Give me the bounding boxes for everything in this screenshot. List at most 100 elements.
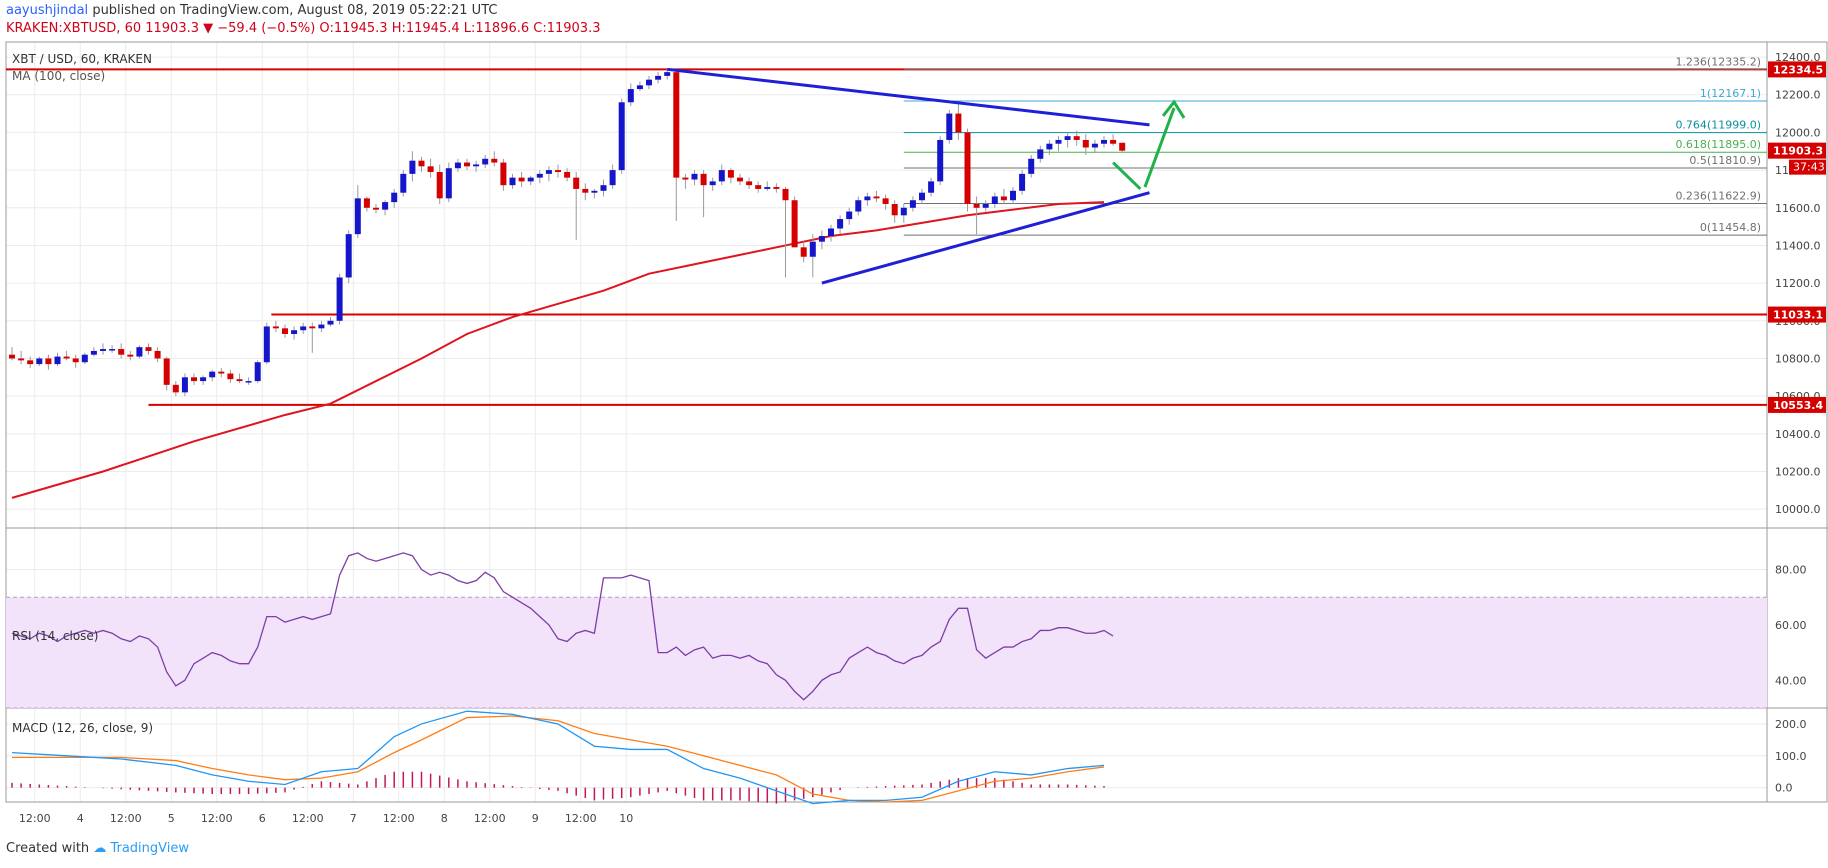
y-tick-label: 10200.0	[1775, 465, 1821, 478]
candle	[746, 181, 753, 186]
candle	[245, 381, 252, 383]
ma-indicator-label: MA (100, close)	[12, 69, 105, 83]
projection-arrow-head	[1161, 99, 1186, 119]
candle	[491, 158, 498, 163]
tradingview-brand[interactable]: TradingView	[110, 841, 189, 856]
candle	[727, 170, 734, 178]
candle	[254, 362, 261, 382]
level-price-label: 12334.5	[1773, 63, 1823, 76]
candle	[919, 192, 925, 201]
candle	[1019, 173, 1026, 191]
candle	[1119, 142, 1126, 151]
y-tick-label: 11200.0	[1775, 277, 1821, 290]
y-tick-label: 10400.0	[1775, 428, 1821, 441]
candle	[9, 354, 15, 359]
candle	[646, 79, 652, 86]
candle	[1010, 190, 1016, 201]
candle	[18, 358, 25, 361]
candle	[227, 373, 234, 380]
x-tick-label: 12:00	[201, 812, 233, 825]
candle	[655, 75, 662, 80]
candle	[145, 347, 152, 351]
fib-level-label: 0.764(11999.0)	[1675, 119, 1761, 132]
candle	[991, 196, 998, 204]
fib-level-label: 0(11454.8)	[1700, 221, 1761, 234]
level-price-label: 10553.4	[1773, 399, 1823, 412]
footer: Created with ☁ TradingView	[6, 841, 189, 856]
candle	[1028, 158, 1035, 174]
candle	[582, 188, 589, 193]
candle	[600, 185, 607, 191]
rsi-tick-label: 60.00	[1775, 619, 1807, 632]
rsi-tick-label: 40.00	[1775, 674, 1807, 687]
author-link[interactable]: aayushjindal	[6, 3, 89, 18]
candle	[409, 160, 416, 174]
price-axis: 10000.010200.010400.010600.010800.011000…	[1768, 51, 1826, 795]
candle	[354, 198, 361, 235]
candle	[36, 358, 43, 365]
candle	[336, 277, 343, 321]
candle	[1037, 149, 1044, 159]
candle	[209, 371, 216, 378]
candle	[300, 326, 307, 331]
candle	[846, 211, 853, 220]
fib-level-label: 0.236(11622.9)	[1675, 189, 1761, 202]
candle	[1046, 143, 1053, 150]
candle	[636, 85, 643, 90]
candle	[1055, 139, 1062, 144]
x-tick-label: 4	[77, 812, 84, 825]
projection-arrow-up	[1143, 107, 1176, 188]
macd-line	[11, 710, 1105, 805]
macd-tick-label: 0.0	[1775, 782, 1793, 795]
y-tick-label: 11400.0	[1775, 239, 1821, 252]
candle	[1101, 139, 1107, 144]
candle	[218, 371, 225, 374]
candle	[573, 177, 580, 189]
candle	[982, 204, 989, 208]
candle	[90, 350, 97, 355]
candle	[118, 349, 125, 355]
candle	[627, 89, 634, 103]
candle	[718, 170, 725, 182]
candle	[100, 349, 106, 351]
x-tick-label: 10	[619, 812, 633, 825]
x-tick-label: 12:00	[565, 812, 597, 825]
candle	[427, 166, 434, 172]
candle	[363, 198, 370, 208]
candle	[436, 171, 443, 199]
candle	[454, 162, 461, 169]
candle	[527, 177, 534, 182]
level-price-badge	[1768, 61, 1826, 78]
candle	[937, 139, 944, 182]
candle	[1073, 136, 1080, 140]
candle	[109, 349, 116, 351]
candle	[63, 356, 70, 359]
candle	[555, 170, 561, 172]
candle	[928, 181, 935, 193]
published-text: published on TradingView.com, August 08,…	[92, 3, 498, 18]
candle	[764, 187, 771, 189]
rsi-band	[6, 597, 1767, 708]
candle	[709, 181, 716, 186]
candle	[81, 354, 88, 363]
candle	[973, 204, 980, 208]
macd-tick-label: 100.0	[1775, 750, 1807, 763]
candle	[873, 196, 880, 199]
ma100-line	[11, 201, 1105, 499]
candle	[955, 113, 962, 133]
chart-header: aayushjindal published on TradingView.co…	[6, 2, 600, 38]
candle	[673, 72, 680, 178]
fib-level-label: 0.5(11810.9)	[1689, 154, 1761, 167]
fib-level-label: 1.236(12335.2)	[1675, 55, 1761, 68]
level-price-badge	[1768, 306, 1826, 323]
candle	[755, 185, 762, 189]
candle	[891, 204, 898, 216]
candle	[855, 200, 862, 212]
macd-title: MACD (12, 26, close, 9)	[12, 721, 153, 735]
candle	[54, 356, 61, 365]
candle	[318, 324, 325, 329]
ticker-line: KRAKEN:XBTUSD, 60 11903.3 ▼ −59.4 (−0.5%…	[6, 21, 601, 36]
candle	[682, 177, 689, 180]
x-tick-label: 7	[350, 812, 357, 825]
